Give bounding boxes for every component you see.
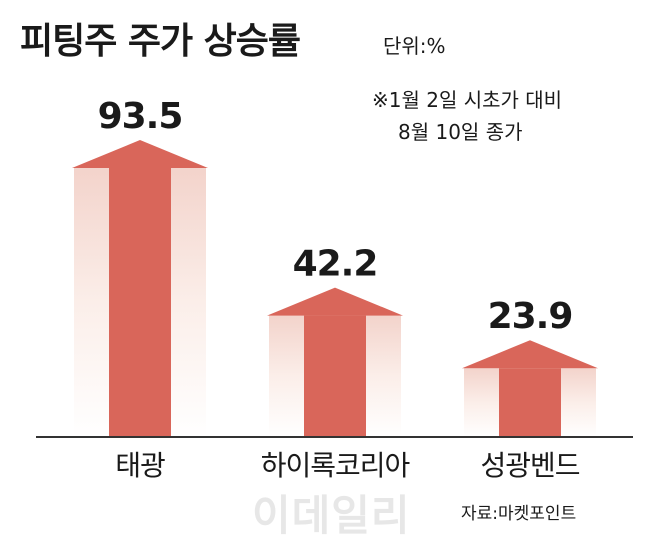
value-label: 93.5	[98, 96, 183, 137]
note-line-2: 8월 10일 종가	[398, 120, 523, 144]
category-label: 하이록코리아	[261, 449, 410, 482]
bar-shaft	[304, 315, 366, 437]
labels-group: 93.5 태광 42.2 하이록코리아 23.9 성광벤드	[98, 96, 581, 482]
category-label: 태광	[115, 449, 165, 482]
value-label: 23.9	[488, 296, 573, 337]
bars-group	[72, 140, 598, 437]
bar-shaft	[109, 168, 171, 437]
arrow-head	[462, 340, 598, 369]
chart-note: ※1월 2일 시초가 대비 8월 10일 종가	[372, 84, 562, 148]
chart-title: 피팅주 주가 상승률	[20, 21, 301, 62]
value-label: 42.2	[293, 244, 378, 285]
arrow-bar	[462, 340, 598, 437]
note-line-1: ※1월 2일 시초가 대비	[372, 88, 563, 112]
unit-label: 단위:%	[383, 34, 446, 58]
bar-shaft	[499, 368, 561, 437]
source-label: 자료:마켓포인트	[461, 504, 577, 524]
arrow-bar	[267, 287, 403, 437]
arrow-head	[72, 140, 208, 168]
arrow-head	[267, 287, 403, 316]
watermark-logo: 이데일리	[252, 491, 411, 540]
arrow-bar	[72, 140, 208, 437]
category-label: 성광벤드	[480, 449, 579, 482]
